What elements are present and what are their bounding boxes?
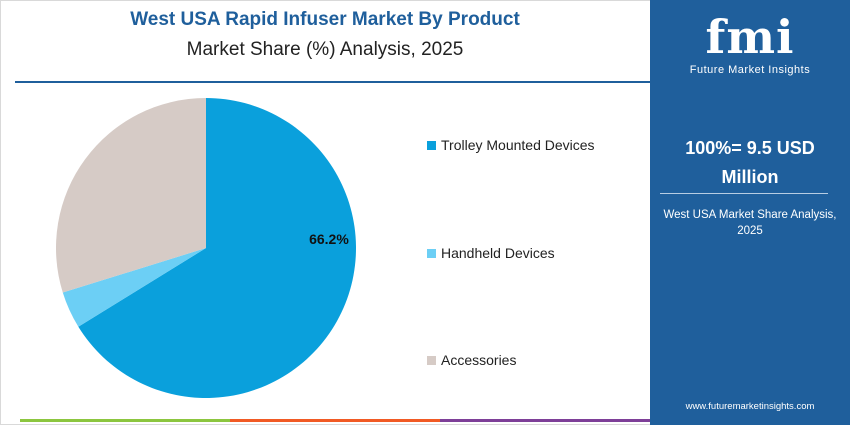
- legend-item-trolley-mounted-devices: Trolley Mounted Devices: [427, 137, 595, 153]
- bottom-bar-segment: [20, 419, 230, 422]
- slice-value-label: 66.2%: [309, 231, 349, 247]
- bottom-color-bar: [20, 419, 650, 422]
- title-divider: [15, 81, 650, 83]
- legend-label: Trolley Mounted Devices: [441, 137, 595, 153]
- chart-subtitle: Market Share (%) Analysis, 2025: [186, 39, 464, 60]
- pie-slice-accessories: [55, 98, 206, 293]
- legend-swatch: [427, 140, 436, 150]
- sidebar-divider: [660, 193, 828, 194]
- bottom-bar-segment: [440, 419, 650, 422]
- market-total: 100%= 9.5 USD Million: [650, 134, 850, 192]
- legend-item-accessories: Accessories: [427, 352, 516, 368]
- legend-swatch: [427, 248, 436, 258]
- pie-chart: 66.2%: [55, 98, 356, 398]
- logo-wordmark: fmi: [705, 10, 795, 64]
- legend-swatch: [427, 355, 436, 365]
- legend-item-handheld-devices: Handheld Devices: [427, 245, 555, 261]
- pie-slice-handheld-devices: [62, 248, 206, 327]
- chart-title: West USA Rapid Infuser Market By Product: [130, 9, 520, 30]
- pie-slice-trolley-mounted-devices: [78, 98, 356, 398]
- info-sidebar: fmi Future Market Insights 100%= 9.5 USD…: [650, 0, 850, 425]
- sidebar-note: West USA Market Share Analysis, 2025: [663, 209, 837, 237]
- fmi-logo: fmi Future Market Insights: [650, 14, 850, 76]
- bottom-bar-segment: [230, 419, 440, 422]
- market-total-value: 100%= 9.5 USD: [685, 138, 815, 158]
- legend-label: Handheld Devices: [441, 245, 555, 261]
- legend-label: Accessories: [441, 352, 517, 368]
- market-total-unit: Million: [721, 167, 779, 187]
- website-link[interactable]: www.futuremarketinsights.com: [685, 401, 815, 412]
- logo-tagline: Future Market Insights: [689, 64, 811, 76]
